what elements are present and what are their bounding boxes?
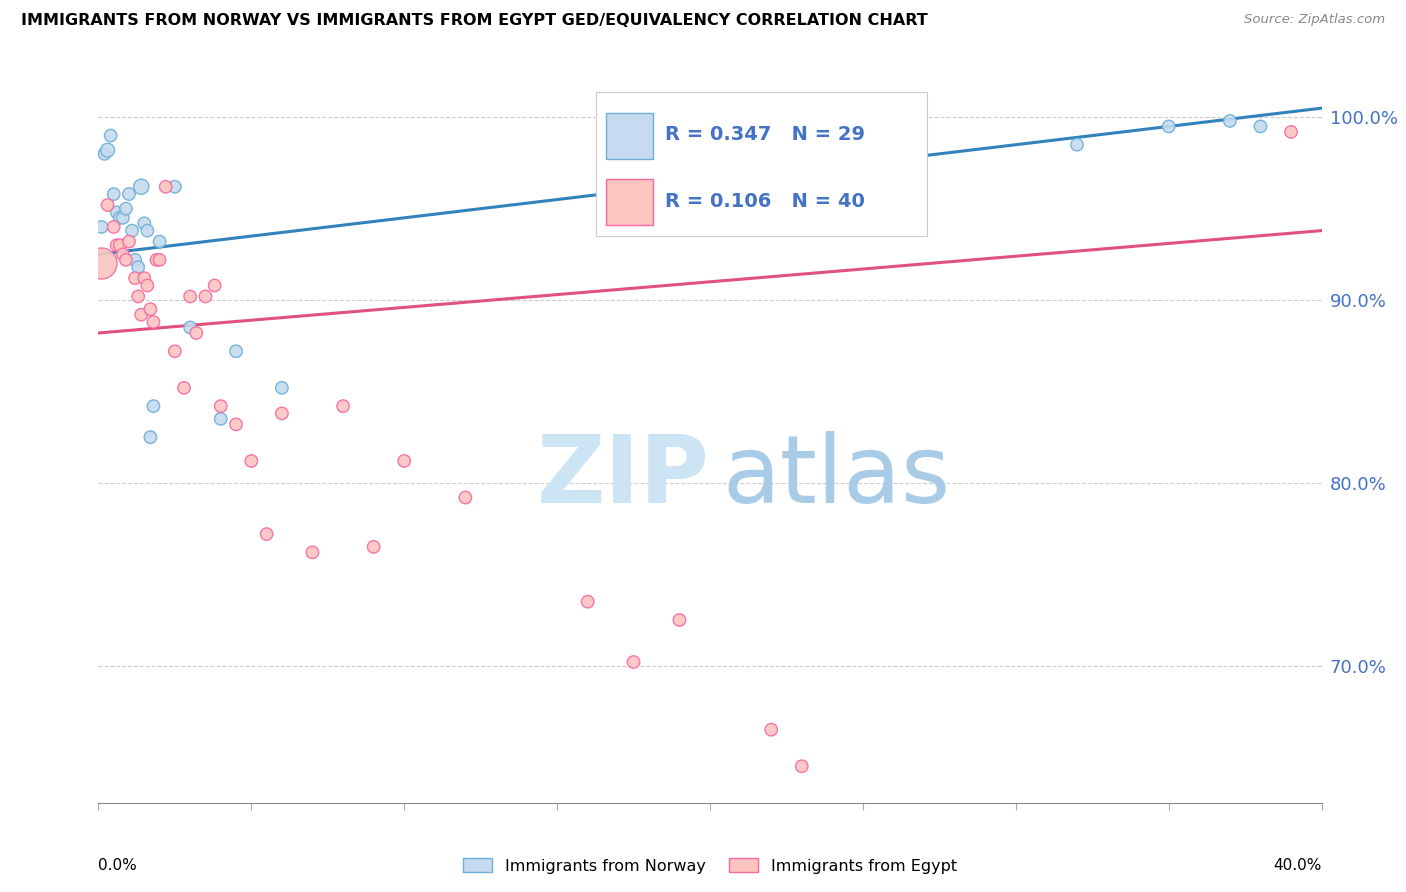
Text: ZIP: ZIP (537, 431, 710, 523)
Point (1066, 137, 1088, 152)
Text: atlas: atlas (723, 431, 950, 523)
Point (139, 430, 162, 444)
Point (111, 211, 134, 225)
Point (209, 399, 232, 413)
Point (127, 289, 149, 303)
Point (136, 278, 159, 293)
Point (163, 344, 186, 359)
Point (129, 308, 152, 322)
Point (363, 540, 385, 554)
Point (1279, 125, 1302, 139)
Text: R = 0.106   N = 40: R = 0.106 N = 40 (665, 192, 865, 211)
Point (454, 491, 477, 505)
Point (1219, 114, 1241, 128)
Point (93, 146, 115, 161)
Point (225, 344, 247, 359)
Point (103, 187, 125, 202)
Point (145, 252, 167, 267)
Point (100, 128, 122, 143)
Point (118, 235, 141, 249)
Point (1249, 120, 1271, 134)
Point (90, 256, 112, 270)
Point (118, 187, 141, 202)
Point (105, 238, 128, 252)
Point (256, 527, 278, 541)
Point (149, 235, 172, 249)
Point (139, 302, 162, 317)
Point (637, 125, 661, 139)
FancyBboxPatch shape (596, 92, 927, 236)
Point (115, 202, 138, 216)
Point (240, 454, 263, 468)
Point (173, 381, 195, 395)
Point (134, 216, 156, 230)
Point (121, 224, 143, 238)
Point (136, 224, 159, 238)
Text: IMMIGRANTS FROM NORWAY VS IMMIGRANTS FROM EGYPT GED/EQUIVALENCY CORRELATION CHAR: IMMIGRANTS FROM NORWAY VS IMMIGRANTS FRO… (21, 13, 928, 29)
Point (186, 326, 208, 340)
Point (194, 289, 217, 303)
Point (97, 143, 120, 157)
Point (179, 320, 201, 334)
Point (103, 219, 125, 234)
Point (149, 252, 172, 267)
Point (90, 219, 112, 234)
Point (204, 278, 226, 293)
Point (668, 613, 690, 627)
Text: 40.0%: 40.0% (1274, 858, 1322, 873)
Point (301, 545, 323, 559)
Point (124, 271, 146, 285)
Point (225, 417, 247, 432)
Point (576, 595, 599, 609)
Legend: Immigrants from Norway, Immigrants from Egypt: Immigrants from Norway, Immigrants from … (457, 852, 963, 880)
Point (270, 381, 292, 395)
Point (134, 271, 156, 285)
Point (108, 238, 131, 252)
FancyBboxPatch shape (606, 112, 652, 159)
Point (155, 179, 177, 194)
Point (108, 211, 131, 225)
Point (163, 179, 186, 194)
Point (142, 315, 165, 329)
Point (124, 252, 146, 267)
Point (115, 252, 138, 267)
Text: Source: ZipAtlas.com: Source: ZipAtlas.com (1244, 13, 1385, 27)
Point (623, 655, 645, 669)
Point (179, 289, 201, 303)
Point (392, 454, 416, 468)
Point (1157, 120, 1180, 134)
Text: 0.0%: 0.0% (98, 858, 138, 873)
Point (209, 412, 232, 426)
Point (127, 260, 149, 275)
Point (142, 399, 165, 413)
Point (97, 198, 120, 212)
Point (129, 179, 152, 194)
Point (790, 759, 813, 773)
Point (111, 247, 134, 261)
Point (759, 723, 782, 737)
Point (270, 406, 292, 420)
Point (332, 399, 354, 413)
FancyBboxPatch shape (606, 179, 652, 226)
Text: R = 0.347   N = 29: R = 0.347 N = 29 (665, 126, 865, 145)
Point (105, 205, 128, 219)
